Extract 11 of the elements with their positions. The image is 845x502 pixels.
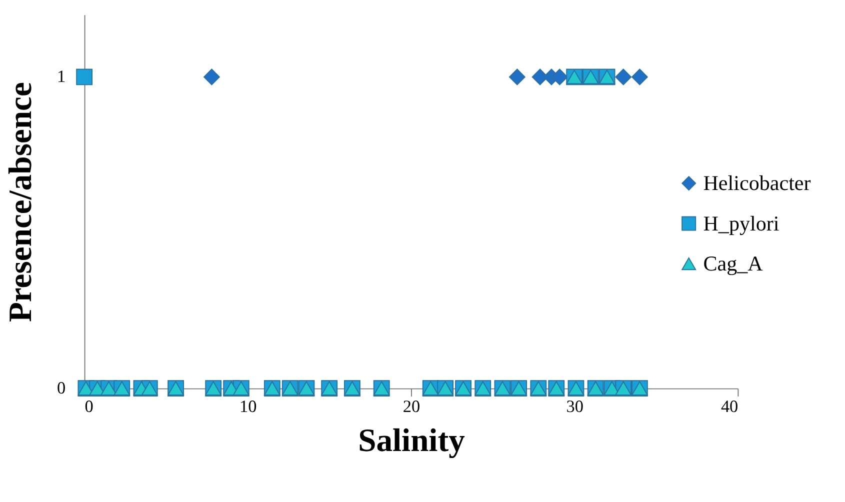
x-axis-title: Salinity <box>358 423 465 460</box>
y-axis-title: Presence/absence <box>3 82 40 322</box>
x-tick-label: 30 <box>566 396 584 416</box>
x-tick-label: 40 <box>720 396 738 416</box>
x-tick-label: 0 <box>84 396 94 416</box>
x-tick-label: 20 <box>402 396 420 416</box>
x-tick-label: 10 <box>240 396 257 416</box>
y-tick-label: 1 <box>57 67 66 86</box>
legend-label: Cag_A <box>703 251 764 276</box>
legend-label: Helicobacter <box>703 171 811 196</box>
legend-label: H_pylori <box>703 211 780 236</box>
